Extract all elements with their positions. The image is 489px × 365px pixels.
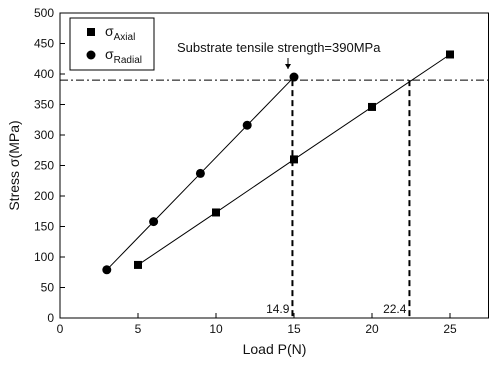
y-axis-label: Stress σ(MPa) — [6, 120, 22, 210]
y-tick-label: 350 — [34, 98, 54, 112]
y-tick-label: 50 — [41, 281, 55, 295]
series-layer — [102, 50, 454, 275]
legend-marker-radial — [86, 50, 96, 60]
data-point-radial — [242, 120, 252, 130]
data-point-axial — [290, 155, 298, 164]
x-axis-label: Load P(N) — [243, 341, 307, 357]
x-tick-label: 5 — [135, 322, 142, 336]
crossing-label: 22.4 — [383, 302, 407, 316]
data-point-radial — [195, 168, 205, 178]
x-tick-label: 10 — [209, 322, 223, 336]
y-tick-label: 150 — [34, 220, 54, 234]
y-tick-label: 250 — [34, 159, 54, 173]
x-tick-label: 25 — [443, 322, 457, 336]
data-point-radial — [102, 265, 112, 275]
arrow-head — [285, 64, 291, 70]
y-tick-label: 400 — [34, 67, 54, 81]
annotation-arrow — [285, 58, 291, 70]
y-tick-label: 100 — [34, 250, 54, 264]
tensile-strength-annotation: Substrate tensile strength=390MPa — [177, 40, 381, 55]
data-point-axial — [212, 208, 220, 217]
y-tick-label: 0 — [47, 311, 54, 325]
data-point-axial — [134, 260, 142, 269]
y-tick-label: 300 — [34, 128, 54, 142]
legend-marker-axial — [87, 28, 95, 36]
data-point-radial — [289, 72, 299, 82]
data-point-axial — [446, 50, 454, 59]
legend-box — [69, 17, 155, 71]
x-tick-label: 0 — [57, 322, 64, 336]
crossing-label: 14.9 — [266, 302, 290, 316]
y-tick-label: 200 — [34, 189, 54, 203]
reference-layer: 14.9 22.4 — [60, 79, 489, 318]
data-point-radial — [149, 217, 159, 227]
x-tick-label: 20 — [365, 322, 379, 336]
y-tick-label: 500 — [34, 6, 54, 20]
x-tick-label: 15 — [287, 322, 301, 336]
y-tick-label: 450 — [34, 37, 54, 51]
data-point-axial — [368, 102, 376, 111]
